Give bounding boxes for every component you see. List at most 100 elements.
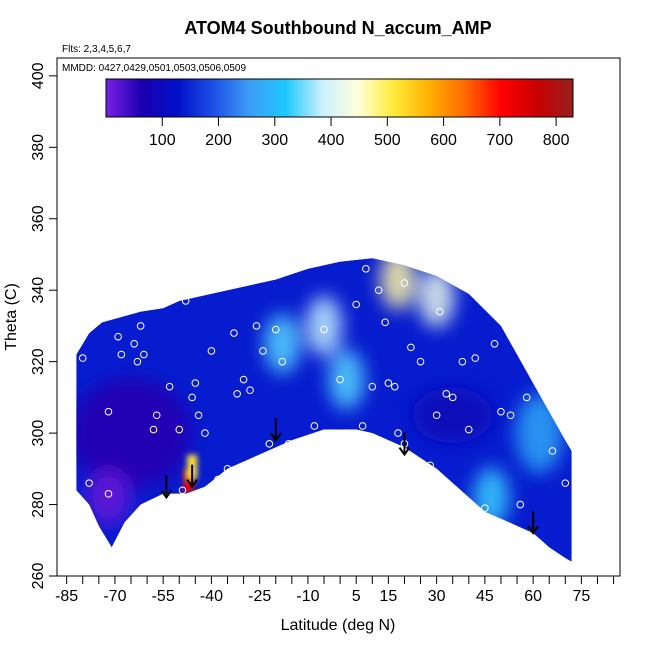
sample-point: [136, 322, 145, 330]
x-tick-label: -10: [296, 588, 319, 605]
x-tick-label: 15: [379, 588, 397, 605]
sample-point: [159, 507, 167, 516]
sample-point: [522, 393, 531, 402]
sample-point: [133, 357, 142, 366]
sample-point: [358, 422, 367, 430]
heatmap-feature: [473, 467, 510, 528]
sample-point: [481, 504, 489, 512]
sample-point: [114, 332, 122, 341]
sample-point: [320, 325, 328, 334]
sample-point: [384, 379, 393, 387]
sample-point: [140, 350, 148, 359]
heatmap-base: [76, 258, 572, 562]
heatmap-region: [76, 378, 191, 489]
sample-point: [259, 347, 267, 355]
sample-point: [310, 422, 319, 430]
sample-point: [464, 425, 473, 434]
sample-point: [207, 347, 216, 355]
sample-point: [362, 264, 370, 273]
x-tick-label: 30: [428, 588, 446, 605]
sample-point: [239, 375, 248, 384]
sample-point: [471, 354, 480, 362]
sample-point: [188, 393, 196, 402]
y-tick-label: 260: [30, 563, 47, 590]
sample-point: [230, 329, 238, 337]
axes: -85 -70 -55 -40 -25 -10 5 15 30 45 60 75 260 280 300 32…: [30, 62, 615, 605]
y-tick-label: 360: [30, 205, 47, 232]
heatmap-feature: [418, 267, 455, 328]
colorbar-tick-label: 500: [374, 132, 401, 149]
sample-point: [407, 343, 415, 352]
sample-point: [374, 286, 383, 295]
plot-frame: [56, 57, 621, 577]
sample-point: [490, 339, 499, 348]
colorbar-tick-label: 200: [205, 132, 232, 149]
sample-point: [529, 311, 537, 320]
heatmap-field: [76, 258, 572, 562]
x-tick-label: -85: [55, 588, 78, 605]
sample-point: [201, 429, 209, 437]
sample-point: [548, 447, 557, 455]
sample-point: [497, 407, 505, 416]
colorbar-tick-label: 800: [543, 132, 570, 149]
sample-point: [342, 429, 351, 437]
chart-title: ATOM4 Southbound N_accum_AMP: [184, 18, 491, 38]
sample-point: [448, 393, 457, 402]
sample-point: [436, 307, 444, 316]
arrow-head: [269, 432, 282, 442]
sample-point: [223, 465, 232, 473]
x-tick-label: -40: [200, 588, 223, 605]
x-tick-label: 5: [352, 588, 361, 605]
sample-point: [233, 390, 241, 398]
sample-point: [152, 411, 161, 420]
sample-point: [561, 479, 570, 487]
sample-point: [104, 407, 113, 416]
colorbar-gradient: [105, 78, 574, 118]
sample-point: [181, 297, 190, 305]
y-tick-label: 280: [30, 491, 47, 518]
sample-point: [175, 425, 184, 434]
sample-point: [194, 411, 203, 420]
colorbar-tick-label: 600: [430, 132, 457, 149]
sample-points: [78, 264, 570, 516]
sample-point: [535, 336, 544, 345]
colorbar-tick-label: 100: [149, 132, 176, 149]
dates-label: MMDD: 0427,0429,0501,0503,0506,0509: [62, 63, 246, 74]
sample-point: [391, 382, 399, 391]
y-tick-label: 380: [30, 134, 47, 161]
arrow-head: [527, 525, 539, 535]
sample-point: [85, 479, 93, 487]
sample-point: [284, 440, 293, 448]
arrow-head: [398, 446, 411, 457]
heatmap-feature: [515, 393, 564, 474]
x-tick-label: 45: [476, 588, 494, 605]
sample-point: [117, 350, 126, 359]
flight-arrows: [160, 418, 539, 535]
sample-point: [271, 325, 280, 334]
y-tick-label: 300: [30, 420, 47, 447]
y-tick-label: 400: [30, 62, 47, 89]
sample-point: [432, 411, 441, 420]
sample-point: [191, 379, 200, 387]
heatmap-bright-region: [264, 258, 564, 528]
colorbar-tick-label: 400: [318, 132, 345, 149]
flights-label: Flts: 2,3,4,5,6,7: [62, 44, 131, 55]
sample-point: [252, 322, 261, 330]
colorbar-tick-label: 700: [487, 132, 514, 149]
heatmap-feature: [328, 349, 365, 410]
colorbar-tick-label: 300: [261, 132, 288, 149]
heatmap-cells: [76, 258, 572, 562]
sample-point: [149, 425, 158, 434]
sample-point: [246, 386, 254, 395]
sample-point: [442, 390, 451, 398]
x-axis-label: Latitude (deg N): [281, 617, 396, 634]
sample-point: [278, 357, 287, 366]
x-tick-label: 75: [572, 588, 590, 605]
sample-point: [130, 339, 139, 348]
sample-point: [416, 357, 425, 366]
x-tick-label: -70: [103, 588, 126, 605]
sample-point: [104, 490, 113, 498]
sample-point: [516, 500, 525, 509]
arrow-head: [186, 479, 198, 489]
